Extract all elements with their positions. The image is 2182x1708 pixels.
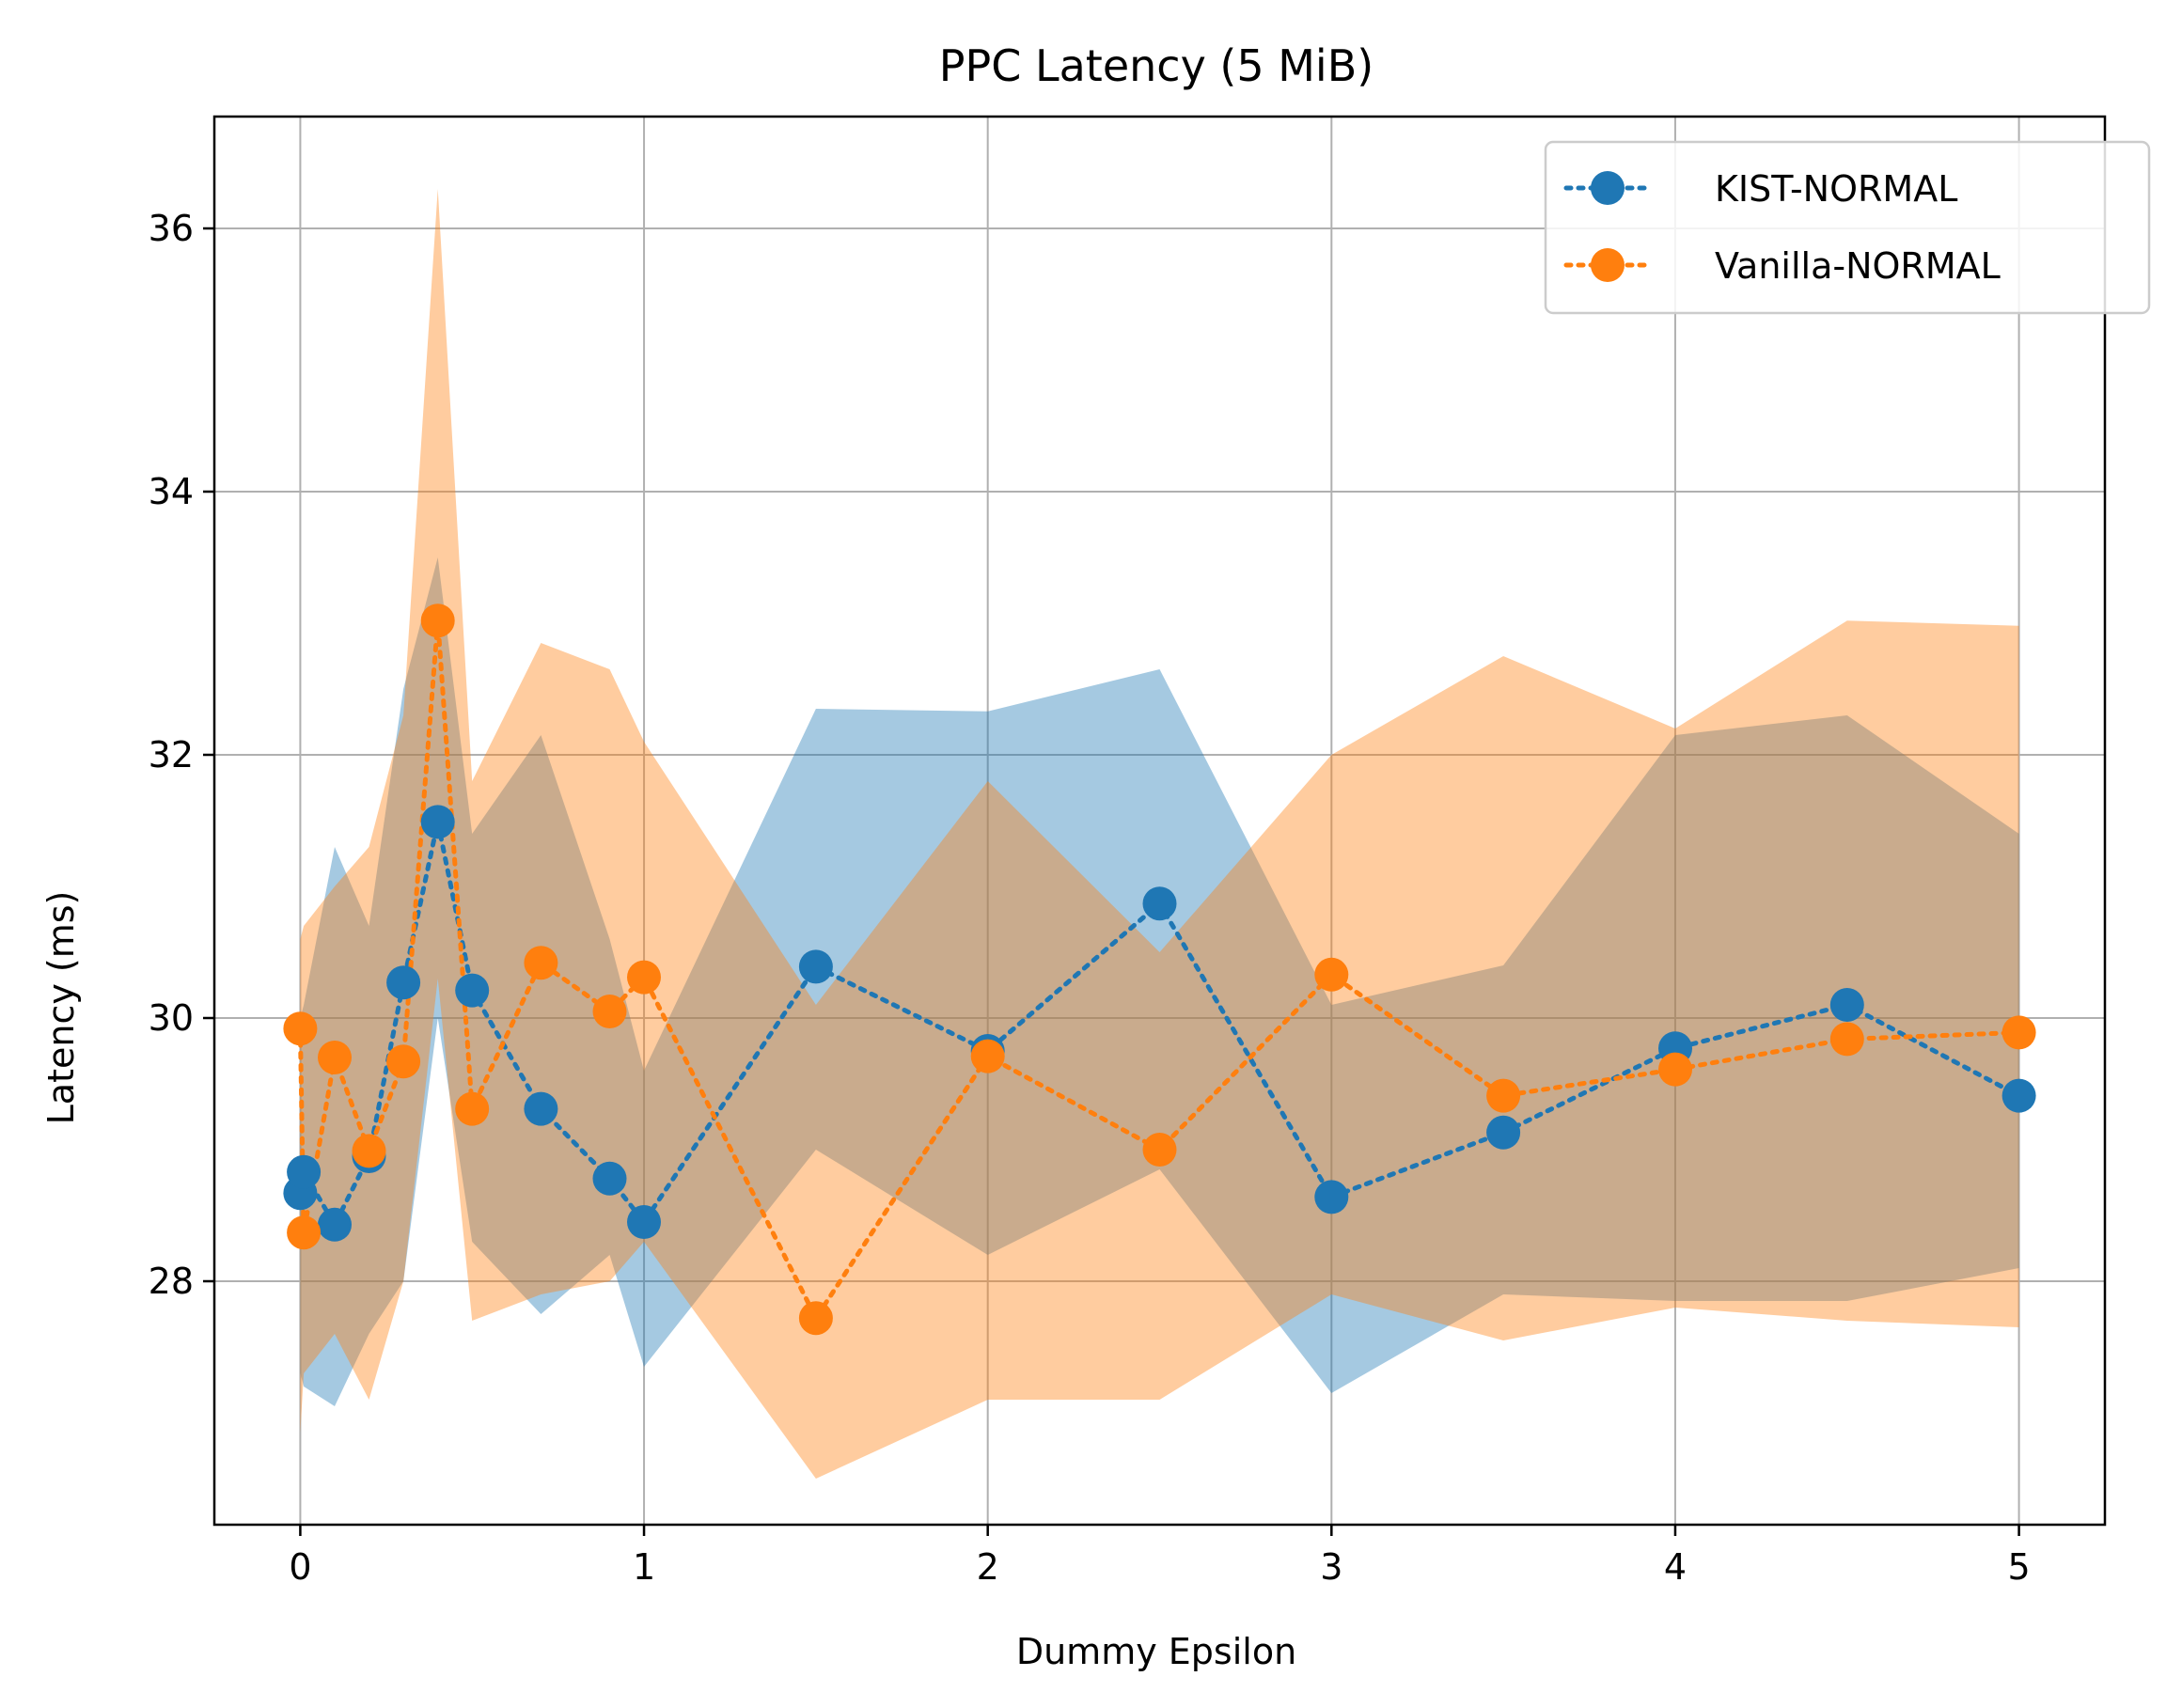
data-point-series-2	[970, 1039, 1005, 1073]
y-tick-label: 32	[149, 734, 194, 776]
data-point-series-1	[455, 973, 490, 1008]
data-point-series-1	[386, 965, 421, 1000]
confidence-band-1	[300, 557, 2019, 1406]
data-point-series-1	[420, 805, 455, 839]
x-tick-label: 0	[289, 1546, 311, 1588]
data-point-series-2	[1314, 957, 1349, 992]
data-point-series-2	[2001, 1015, 2036, 1050]
legend-marker-2	[1591, 248, 1625, 282]
y-tick-label: 36	[149, 208, 194, 249]
data-point-series-2	[524, 946, 558, 980]
x-tick-label: 3	[1320, 1546, 1342, 1588]
x-tick-label: 1	[633, 1546, 655, 1588]
y-tick-label: 34	[149, 471, 194, 512]
x-axis-label: Dummy Epsilon	[1016, 1631, 1296, 1672]
data-point-series-1	[1142, 886, 1177, 921]
chart-title: PPC Latency (5 MiB)	[939, 40, 1374, 91]
legend: KIST-NORMAL Vanilla-NORMAL	[1544, 140, 2151, 315]
plot-frame	[212, 115, 2107, 1527]
legend-label-1: KIST-NORMAL	[1715, 168, 1957, 210]
data-point-series-1	[627, 1205, 661, 1239]
data-point-series-1	[1314, 1180, 1349, 1214]
data-point-series-2	[420, 603, 455, 638]
data-point-series-2	[318, 1041, 352, 1074]
series-markers	[283, 603, 2036, 1336]
data-point-series-2	[1142, 1133, 1177, 1167]
x-tick-label: 2	[977, 1546, 999, 1588]
data-point-series-2	[283, 1011, 318, 1046]
data-point-series-2	[1658, 1052, 1692, 1087]
data-point-series-2	[287, 1215, 322, 1250]
data-point-series-2	[455, 1091, 490, 1126]
data-point-series-1	[524, 1091, 558, 1126]
data-point-series-1	[318, 1207, 352, 1242]
legend-label-2: Vanilla-NORMAL	[1715, 245, 2001, 287]
data-point-series-1	[592, 1161, 627, 1196]
x-tick-label: 5	[2007, 1546, 2030, 1588]
data-point-series-2	[386, 1044, 421, 1079]
confidence-band-2	[300, 189, 2019, 1479]
data-point-series-1	[2001, 1078, 2036, 1113]
data-point-series-2	[1829, 1022, 1864, 1057]
data-point-series-1	[1486, 1115, 1521, 1150]
data-point-series-1	[798, 949, 833, 984]
data-point-series-1	[287, 1154, 322, 1189]
legend-box	[1544, 140, 2151, 315]
legend-marker-1	[1591, 171, 1625, 205]
y-tick-label: 30	[149, 997, 194, 1039]
confidence-bands	[300, 189, 2019, 1479]
data-point-series-2	[352, 1134, 386, 1168]
data-point-series-1	[1829, 988, 1864, 1022]
data-point-series-2	[592, 995, 627, 1028]
data-point-series-2	[798, 1301, 833, 1336]
data-point-series-2	[1486, 1078, 1521, 1113]
x-tick-label: 4	[1664, 1546, 1687, 1588]
data-point-series-2	[627, 960, 661, 995]
y-axis-label: Latency (ms)	[40, 891, 82, 1125]
y-tick-label: 28	[149, 1261, 194, 1302]
